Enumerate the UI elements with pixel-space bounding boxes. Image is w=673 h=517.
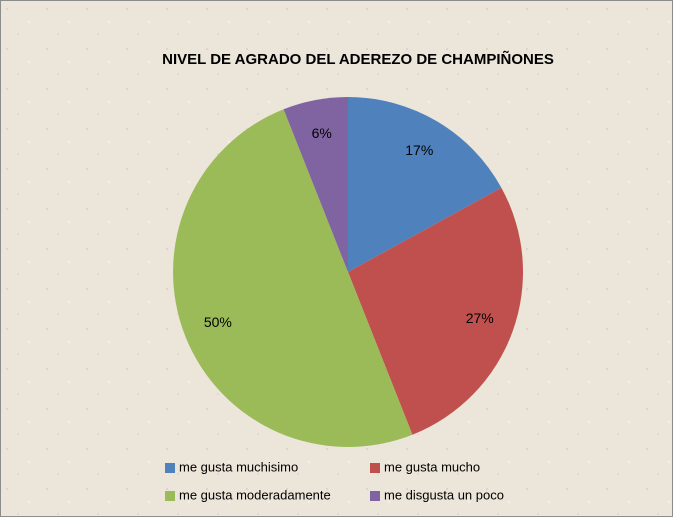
data-label: 50% xyxy=(204,314,232,330)
pie-slice xyxy=(173,109,413,447)
legend-label: me gusta mucho xyxy=(384,459,480,474)
pie: 17% 27% 50% 6% xyxy=(173,97,523,447)
data-label: 27% xyxy=(466,310,494,326)
legend-swatch xyxy=(165,463,175,473)
legend-swatch xyxy=(370,463,380,473)
legend-label: me gusta muchisimo xyxy=(179,459,298,474)
legend-swatch xyxy=(370,491,380,501)
legend-swatch xyxy=(165,491,175,501)
pie-slice xyxy=(348,97,502,272)
legend-label: me disgusta un poco xyxy=(384,487,504,502)
pie-slice xyxy=(283,97,348,272)
legend: me gusta muchisimo me gusta mucho me gusta… xyxy=(165,459,504,502)
chart-title: NIVEL DE AGRADO DEL ADEREZO DE CHAMPIÑON… xyxy=(162,50,554,68)
legend-label: me gusta moderadamente xyxy=(179,487,331,502)
data-label: 6% xyxy=(312,125,332,141)
data-label: 17% xyxy=(405,142,433,158)
pie-slice xyxy=(348,187,523,435)
